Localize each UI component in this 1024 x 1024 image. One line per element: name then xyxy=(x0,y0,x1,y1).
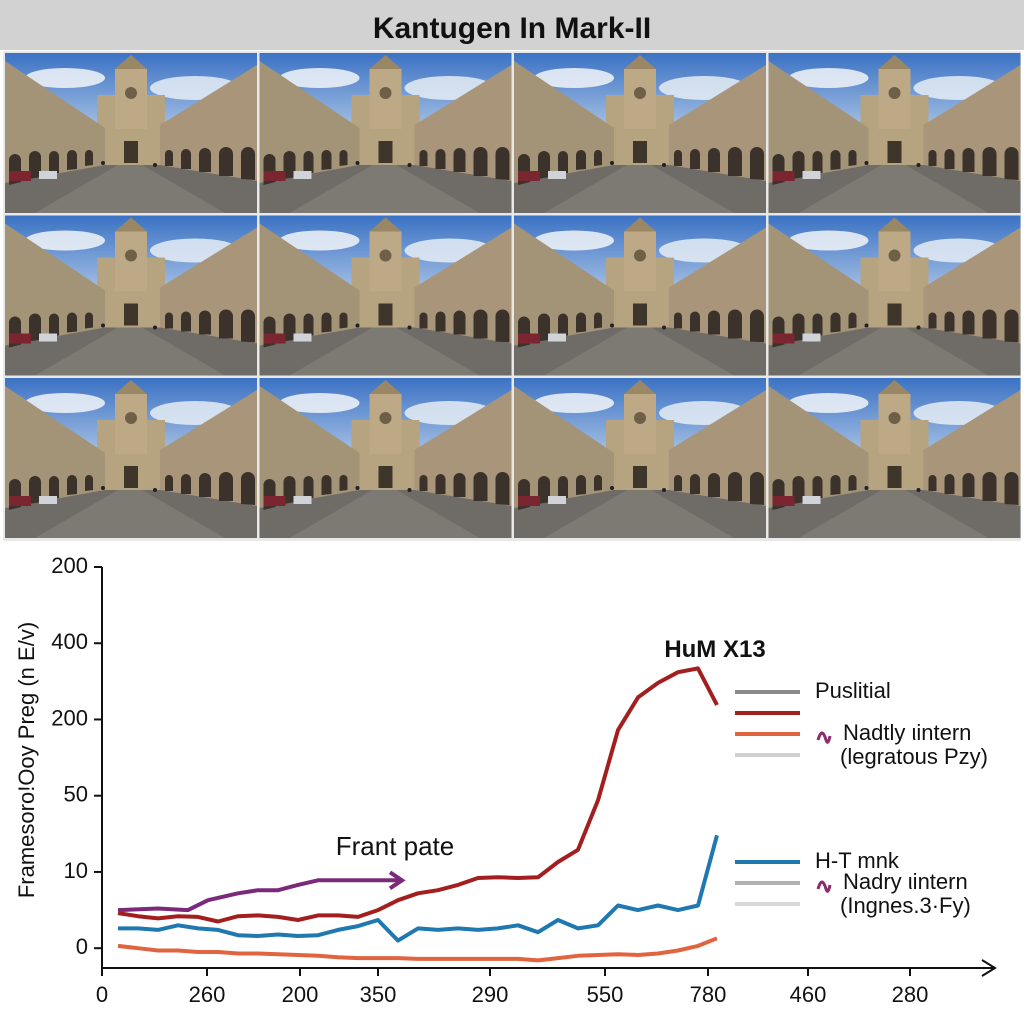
x-tick-label: 350 xyxy=(360,982,397,1007)
legend-label: Puslitial xyxy=(815,678,891,703)
y-axis-label: Framesoro!Ooy Preg (n E/v) xyxy=(14,622,39,898)
photo xyxy=(768,215,1021,376)
photo xyxy=(768,378,1021,538)
legend-label: Nadtly ιintern xyxy=(843,720,971,745)
photo xyxy=(768,53,1021,213)
x-tick-label: 280 xyxy=(892,982,929,1007)
x-tick-label: 200 xyxy=(282,982,319,1007)
photo xyxy=(259,215,512,376)
y-tick-label: 400 xyxy=(51,629,88,654)
legend-label: Nadry ιintern xyxy=(843,869,968,894)
title-bar xyxy=(0,0,1024,50)
legend-marker xyxy=(816,880,832,893)
photo xyxy=(514,53,766,213)
series-line xyxy=(118,834,719,943)
legend-label: H-T mnk xyxy=(815,848,900,873)
arrow-head xyxy=(388,870,406,890)
photo xyxy=(259,53,512,213)
photo xyxy=(514,378,766,538)
annotation: Frant pate xyxy=(336,831,455,861)
legend-label: (Ingnes.3·Fy) xyxy=(840,893,971,918)
x-tick-label: 460 xyxy=(790,982,827,1007)
y-tick-label: 0 xyxy=(76,934,88,959)
y-tick-label: 50 xyxy=(64,782,88,807)
photo xyxy=(5,215,257,376)
photo xyxy=(5,53,257,213)
y-tick-label: 200 xyxy=(51,553,88,578)
x-tick-label: 780 xyxy=(690,982,727,1007)
legend-label: (legratous Pzy) xyxy=(840,744,988,769)
arrow-line xyxy=(117,878,400,913)
x-tick-label: 290 xyxy=(472,982,509,1007)
series-line xyxy=(117,666,719,924)
x-axis-arrow xyxy=(981,959,997,977)
y-tick-label: 200 xyxy=(51,705,88,730)
page-title: Kantugen In Mark-II xyxy=(373,12,651,45)
photo xyxy=(5,378,257,538)
annotation: HuM X13 xyxy=(664,636,765,663)
series-line xyxy=(117,936,718,963)
y-tick-label: 10 xyxy=(64,858,88,883)
photo xyxy=(259,378,512,538)
legend-marker xyxy=(816,731,832,744)
x-tick-label: 260 xyxy=(189,982,226,1007)
photo xyxy=(514,215,766,376)
x-tick-label: 550 xyxy=(587,982,624,1007)
x-tick-label: 0 xyxy=(96,982,108,1007)
